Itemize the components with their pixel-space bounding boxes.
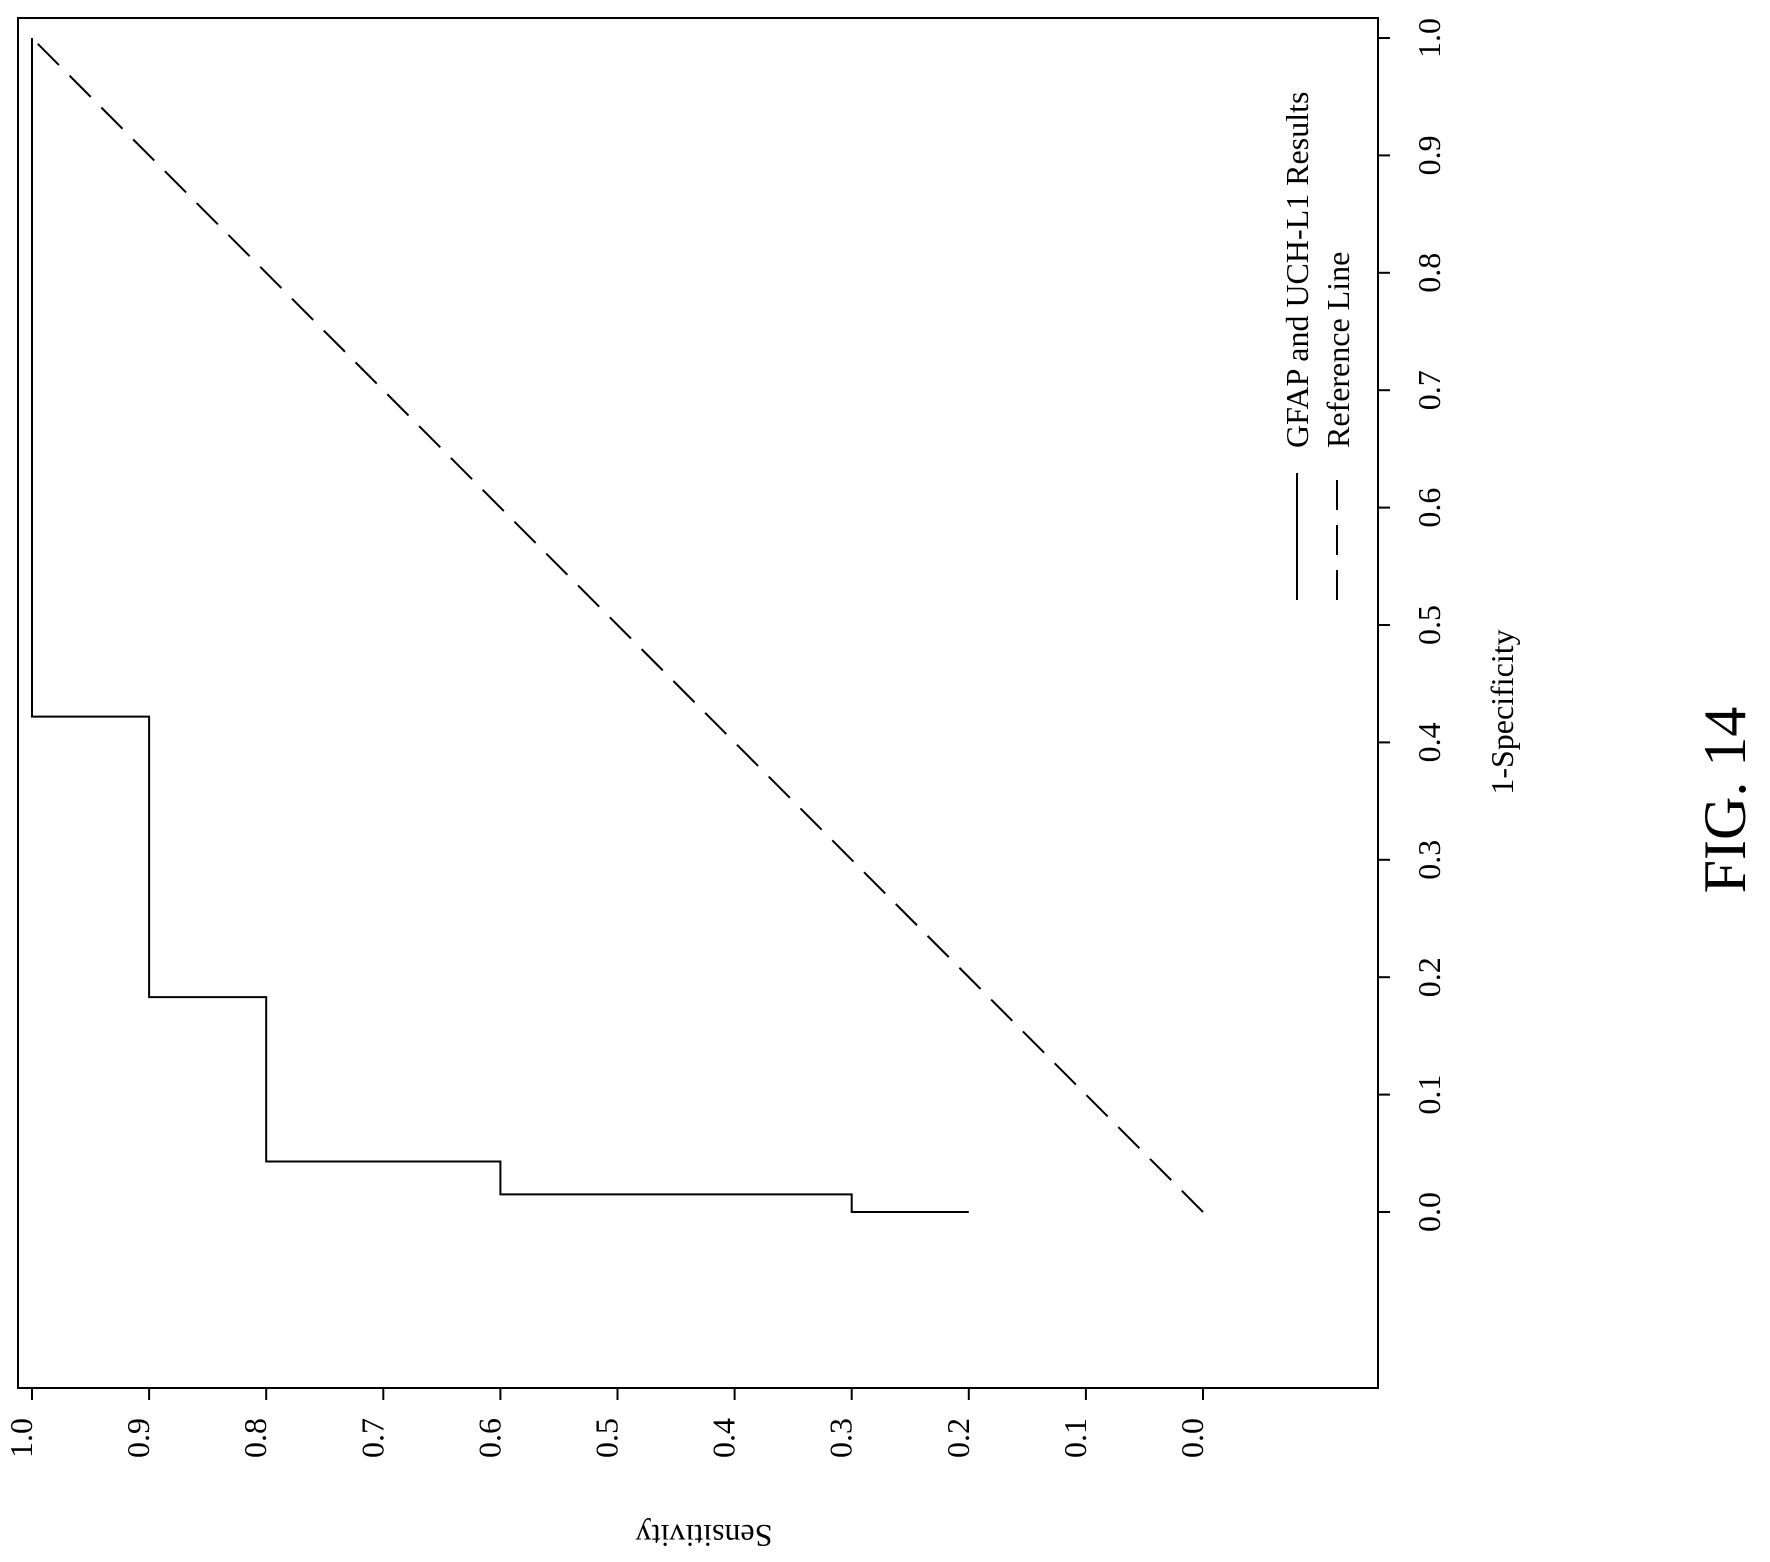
y-tick-label: 0.3 <box>823 1418 859 1458</box>
legend-label-reference: Reference Line <box>1320 252 1356 448</box>
y-tick-label: 0.1 <box>1057 1418 1093 1458</box>
x-tick-label: 0.7 <box>1411 370 1447 410</box>
legend-label-results: GFAP and UCH-L1 Results <box>1279 92 1315 448</box>
y-tick-label: 0.5 <box>589 1418 625 1458</box>
x-tick-label: 0.1 <box>1411 1075 1447 1115</box>
roc-curve-line <box>31 38 969 1213</box>
y-tick-label: 0.2 <box>940 1418 976 1458</box>
y-axis-title: Sensitivity <box>636 1518 773 1554</box>
x-tick-label: 0.0 <box>1411 1192 1447 1232</box>
x-tick-label: 0.4 <box>1411 722 1447 762</box>
x-tick-label: 0.3 <box>1411 840 1447 880</box>
x-tick-label: 0.5 <box>1411 605 1447 645</box>
legend: GFAP and UCH-L1 Results Reference Line <box>1279 92 1356 600</box>
y-tick-label: 0.8 <box>237 1418 273 1458</box>
y-tick-label: 1.0 <box>3 1418 39 1458</box>
y-tick-label: 0.9 <box>120 1418 156 1458</box>
x-axis-title: 1-Specificity <box>1484 629 1520 794</box>
y-tick-label: 0.7 <box>354 1418 390 1458</box>
y-axis: 0.0 0.1 0.2 0.3 0.4 0.5 0.6 0.7 0.8 0.9 1.0 <box>3 1388 1210 1458</box>
y-tick-label: 0.6 <box>471 1418 507 1458</box>
x-axis: 0.0 0.1 0.2 0.3 0.4 0.5 0.6 0.7 0.8 0.9 1.0 <box>1378 18 1447 1232</box>
x-tick-label: 0.9 <box>1411 135 1447 175</box>
y-tick-label: 0.4 <box>706 1418 742 1458</box>
x-tick-label: 0.2 <box>1411 957 1447 997</box>
plot-series <box>31 37 1204 1213</box>
reference-line <box>31 37 1204 1213</box>
figure-caption: FIG. 14 <box>1692 707 1758 894</box>
plot-frame <box>17 17 1379 1389</box>
x-tick-label: 0.6 <box>1411 488 1447 528</box>
x-tick-label: 1.0 <box>1411 18 1447 58</box>
x-tick-label: 0.8 <box>1411 253 1447 293</box>
y-tick-label: 0.0 <box>1174 1418 1210 1458</box>
